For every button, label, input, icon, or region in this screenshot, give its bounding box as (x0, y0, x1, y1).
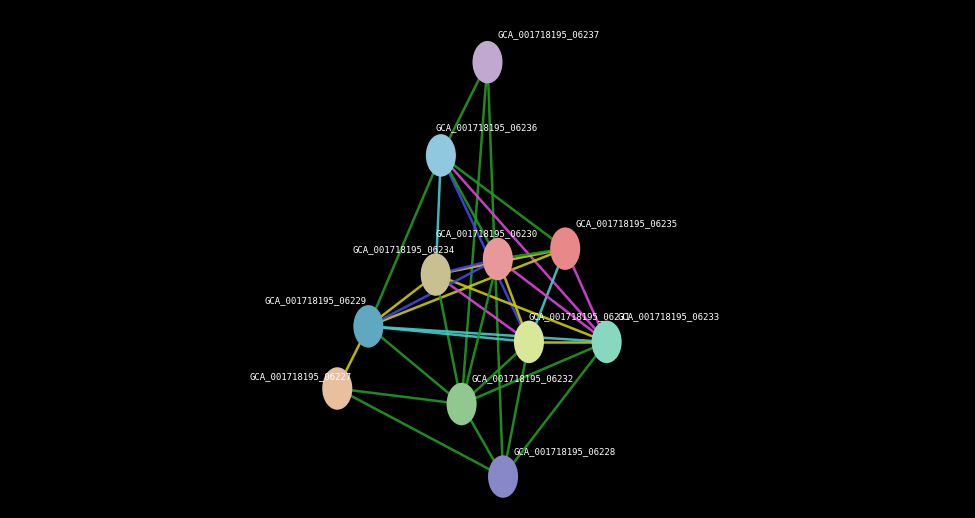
Text: GCA_001718195_06232: GCA_001718195_06232 (472, 375, 574, 383)
Text: GCA_001718195_06231: GCA_001718195_06231 (529, 312, 631, 321)
Text: GCA_001718195_06229: GCA_001718195_06229 (265, 297, 367, 306)
Ellipse shape (592, 321, 622, 363)
Ellipse shape (447, 383, 477, 425)
Text: GCA_001718195_06233: GCA_001718195_06233 (617, 312, 720, 321)
Ellipse shape (426, 134, 456, 177)
Ellipse shape (473, 41, 502, 83)
Text: GCA_001718195_06235: GCA_001718195_06235 (575, 219, 678, 228)
Ellipse shape (323, 367, 352, 410)
Ellipse shape (353, 305, 383, 348)
Text: GCA_001718195_06230: GCA_001718195_06230 (436, 229, 538, 238)
Ellipse shape (550, 227, 580, 270)
Text: GCA_001718195_06228: GCA_001718195_06228 (514, 447, 615, 456)
Ellipse shape (514, 321, 544, 363)
Ellipse shape (420, 253, 450, 296)
Text: GCA_001718195_06227: GCA_001718195_06227 (250, 372, 351, 381)
Text: GCA_001718195_06237: GCA_001718195_06237 (498, 30, 600, 39)
Text: GCA_001718195_06236: GCA_001718195_06236 (436, 123, 538, 132)
Ellipse shape (483, 238, 513, 280)
Text: GCA_001718195_06234: GCA_001718195_06234 (353, 245, 455, 254)
Ellipse shape (488, 455, 518, 498)
